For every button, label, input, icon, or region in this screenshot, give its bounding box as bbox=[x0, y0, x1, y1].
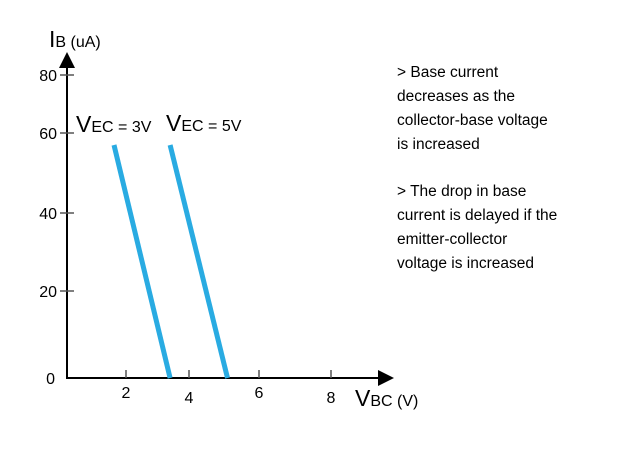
y-tick-label: 20 bbox=[39, 284, 57, 301]
series-line-1 bbox=[167, 144, 230, 379]
y-axis-label: IB (uA) bbox=[49, 26, 101, 52]
note-line: is increased bbox=[397, 136, 480, 153]
note-line: decreases as the bbox=[397, 88, 516, 105]
note-line: > Base current bbox=[397, 64, 499, 81]
x-tick-label: 4 bbox=[185, 390, 194, 407]
series-label-vec-5v: VEC = 5V bbox=[166, 110, 242, 136]
series-label-vec-3v: VEC = 3V bbox=[76, 111, 152, 137]
note-2: > The drop in base current is delayed if… bbox=[397, 180, 617, 276]
y-tick-label: 40 bbox=[39, 206, 57, 223]
series-line-0 bbox=[111, 144, 173, 379]
note-1: > Base current decreases as the collecto… bbox=[397, 61, 617, 157]
x-tick-label: 8 bbox=[327, 390, 336, 407]
note-line: > The drop in base bbox=[397, 183, 527, 200]
x-axis-label: VBC (V) bbox=[355, 385, 418, 411]
note-line: collector-base voltage bbox=[397, 112, 548, 129]
x-tick-label: 6 bbox=[255, 385, 264, 402]
note-line: current is delayed if the bbox=[397, 207, 558, 224]
y-tick-label: 60 bbox=[39, 126, 57, 143]
note-line: voltage is increased bbox=[397, 255, 534, 272]
y-tick-label: 0 bbox=[46, 371, 55, 388]
note-line: emitter-collector bbox=[397, 231, 508, 248]
y-tick-label: 80 bbox=[39, 68, 57, 85]
x-tick-label: 2 bbox=[122, 385, 131, 402]
